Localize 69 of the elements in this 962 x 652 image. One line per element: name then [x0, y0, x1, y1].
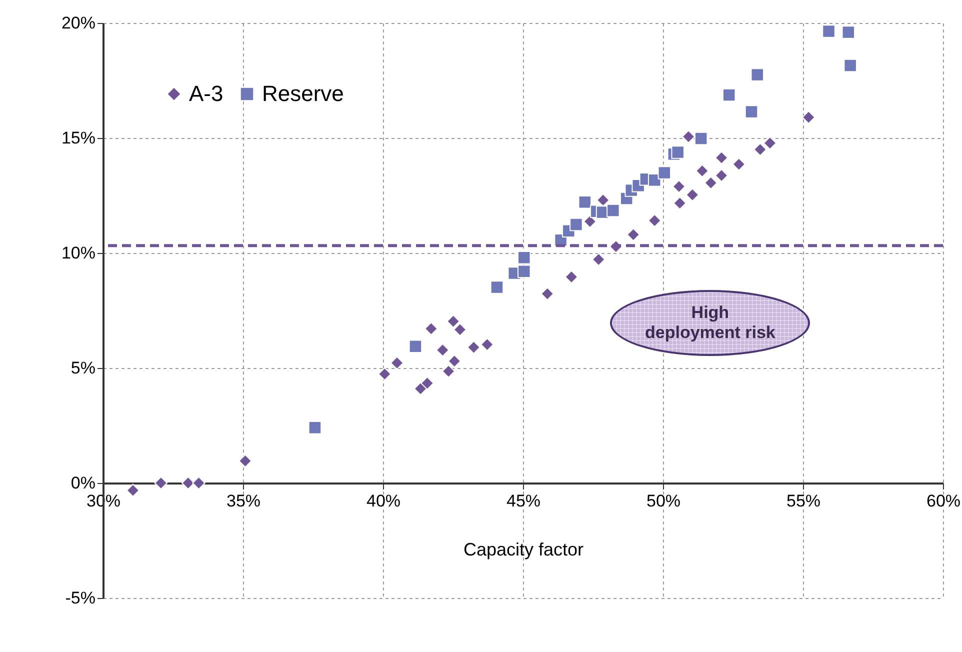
point	[658, 166, 672, 180]
point	[414, 382, 428, 396]
point	[671, 146, 684, 159]
point	[763, 136, 777, 150]
point	[704, 176, 718, 190]
point	[750, 68, 764, 82]
point	[722, 88, 736, 102]
point	[672, 180, 686, 194]
x-tick-label: 45%	[506, 492, 541, 510]
x-tick-label: 55%	[786, 492, 821, 510]
point	[802, 110, 816, 124]
y-tick-label: 15%	[61, 128, 96, 148]
point	[408, 340, 422, 354]
point	[842, 26, 855, 39]
point	[578, 196, 592, 209]
point	[442, 364, 456, 378]
point	[714, 151, 728, 164]
x-axis-title: Capacity factor	[463, 540, 584, 560]
point	[570, 218, 583, 232]
point	[626, 228, 640, 242]
point	[686, 188, 700, 202]
point	[517, 264, 531, 278]
point	[378, 367, 392, 381]
point	[181, 476, 195, 490]
point	[648, 214, 662, 228]
point	[126, 484, 140, 497]
y-tick-label: 5%	[70, 358, 96, 378]
point	[154, 476, 168, 490]
point	[822, 24, 836, 38]
point	[490, 280, 504, 294]
x-tick-label: 60%	[926, 492, 961, 510]
legend-label: Reserve	[262, 81, 344, 106]
point	[436, 343, 450, 357]
point	[420, 376, 434, 390]
point	[682, 130, 696, 144]
point	[844, 58, 857, 72]
point	[467, 340, 480, 354]
legend-label: A-3	[189, 81, 224, 106]
point	[424, 322, 438, 336]
point	[673, 196, 686, 210]
y-tick-label: 10%	[61, 244, 96, 262]
annotation: High deployment risk	[644, 303, 776, 343]
point	[606, 204, 620, 218]
point	[540, 287, 554, 300]
point	[308, 420, 322, 434]
point	[564, 270, 578, 284]
y-tick-label: -5%	[65, 588, 96, 608]
point	[453, 322, 467, 336]
point	[694, 132, 708, 146]
point	[744, 105, 758, 118]
point	[517, 250, 531, 264]
point	[696, 164, 709, 178]
point	[754, 142, 767, 156]
point	[390, 356, 404, 370]
point	[480, 338, 494, 352]
point	[192, 476, 206, 490]
point	[732, 158, 746, 171]
x-tick-label: 35%	[226, 492, 261, 510]
point	[446, 314, 460, 328]
x-tick-label: 50%	[646, 492, 681, 510]
point	[714, 168, 728, 182]
y-tick-label: 0%	[70, 474, 96, 492]
y-tick-label: 20%	[61, 14, 96, 32]
point	[238, 454, 252, 468]
x-tick-label: 40%	[366, 492, 401, 510]
point	[592, 252, 606, 266]
point	[583, 214, 597, 228]
point	[596, 193, 610, 207]
point	[448, 354, 462, 368]
